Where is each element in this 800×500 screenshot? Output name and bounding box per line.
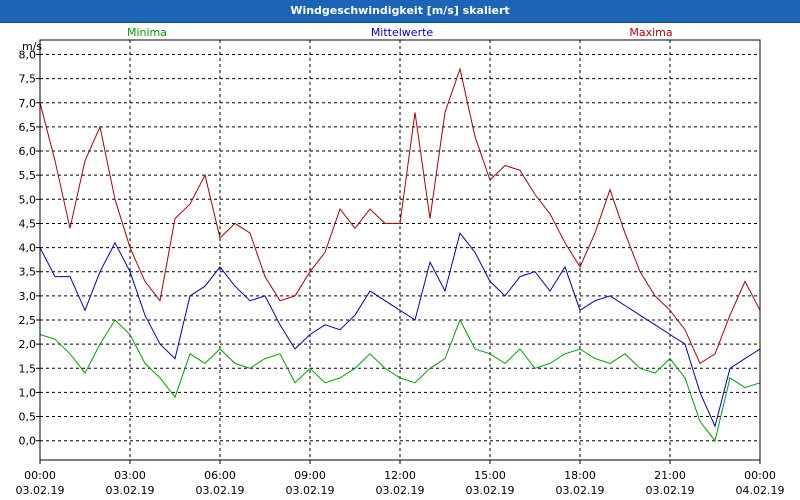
legend-mittelwerte: Mittelwerte [371,26,434,39]
y-tick-label: 0,0 [19,435,37,448]
y-tick-label: 3,0 [19,290,37,303]
y-tick-label: 5,5 [19,169,37,182]
chart-title: Windgeschwindigkeit [m/s] skaliert [0,0,800,23]
y-tick-label: 7,5 [19,73,37,86]
legend-maxima: Maxima [629,26,672,39]
y-tick-label: 0,5 [19,411,37,424]
x-tick-date: 03.02.19 [466,484,515,497]
x-tick-time: 09:00 [294,469,326,482]
y-tick-label: 6,0 [19,145,37,158]
x-tick-date: 03.02.19 [556,484,605,497]
y-tick-label: 6,5 [19,121,37,134]
x-tick-date: 03.02.19 [106,484,155,497]
x-tick-time: 00:00 [24,469,56,482]
y-tick-label: 2,0 [19,338,37,351]
series-line-maxima [39,67,761,365]
y-axis-unit: m/s [22,40,42,53]
y-tick-label: 4,0 [19,242,37,255]
plot-area-border [39,39,761,461]
legend-minima: Minima [127,26,167,39]
x-tick-time: 21:00 [654,469,686,482]
y-tick-label: 4,5 [19,217,37,230]
x-tick-date: 03.02.19 [196,484,245,497]
y-tick-label: 3,5 [19,266,37,279]
x-tick-time: 12:00 [384,469,416,482]
y-tick-label: 2,5 [19,314,37,327]
series-lines [39,67,761,442]
y-tick-label: 5,0 [19,193,37,206]
x-tick-time: 03:00 [114,469,146,482]
x-tick-time: 00:00 [744,469,776,482]
x-axis-ticks: 00:00 03.02.19 03:00 03.02.19 06:00 03.02.19 0… [16,460,785,497]
grid [40,40,760,460]
series-line-minima [39,318,761,442]
y-tick-label: 1,0 [19,386,37,399]
x-tick-time: 18:00 [564,469,596,482]
x-tick-date: 03.02.19 [286,484,335,497]
x-tick-time: 06:00 [204,469,236,482]
y-tick-label: 1,5 [19,362,37,375]
x-tick-date: 03.02.19 [646,484,695,497]
y-tick-label: 7,0 [19,97,37,110]
y-tick-label: 8,0 [19,48,37,61]
x-tick-date: 03.02.19 [16,484,65,497]
x-tick-date: 04.02.19 [736,484,785,497]
y-axis-ticks: 0,0 0,5 1,0 1,5 2,0 2,5 3,0 3,5 4,0 4,5 5,0 5,5 6,0 6… [19,48,40,448]
series-line-mittelwerte [39,231,761,428]
x-tick-date: 03.02.19 [376,484,425,497]
x-tick-time: 15:00 [474,469,506,482]
